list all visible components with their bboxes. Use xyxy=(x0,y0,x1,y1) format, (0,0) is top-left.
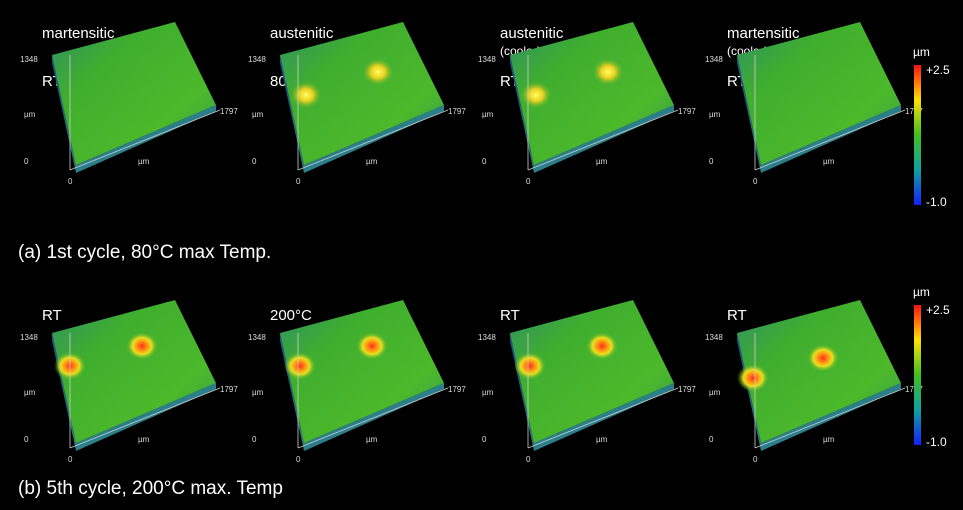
temperature-label: RT xyxy=(727,307,747,324)
y-origin-label: 0 xyxy=(24,435,29,444)
y-unit-label: µm xyxy=(24,388,36,397)
y-unit-label: µm xyxy=(709,110,721,119)
temperature-label: 200°C xyxy=(270,307,312,324)
bump xyxy=(290,81,322,109)
x-max-label: 1797 xyxy=(678,107,696,116)
surface-panel: 200°C 1348 µm 0 0 µm 1797 xyxy=(248,300,466,464)
bump xyxy=(520,81,552,109)
x-origin-label: 0 xyxy=(526,455,531,464)
x-unit-label: µm xyxy=(596,435,608,444)
y-max-label: 1348 xyxy=(478,55,496,64)
phase-label: austenitic xyxy=(500,25,564,42)
y-max-label: 1348 xyxy=(20,333,38,342)
x-origin-label: 0 xyxy=(753,455,758,464)
y-origin-label: 0 xyxy=(252,157,257,166)
phase-label: martensitic xyxy=(727,25,800,42)
temperature-label: RT xyxy=(500,307,520,324)
surface-panel: RT 1348 µm 0 0 µm 1797 xyxy=(20,300,238,464)
colorbar xyxy=(914,305,921,445)
colorbar-min: -1.0 xyxy=(926,195,947,209)
phase-label: austenitic xyxy=(270,25,334,42)
surface-panel: RT 1348 µm 0 0 µm 1797 xyxy=(478,300,696,464)
colorbar-unit: µm xyxy=(913,45,930,59)
caption: (a) 1st cycle, 80°C max Temp. xyxy=(18,242,271,263)
y-origin-label: 0 xyxy=(709,435,714,444)
x-origin-label: 0 xyxy=(526,177,531,186)
y-max-label: 1348 xyxy=(248,333,266,342)
y-max-label: 1348 xyxy=(248,55,266,64)
y-origin-label: 0 xyxy=(252,435,257,444)
x-max-label: 1797 xyxy=(448,107,466,116)
x-origin-label: 0 xyxy=(296,177,301,186)
x-unit-label: µm xyxy=(823,157,835,166)
x-origin-label: 0 xyxy=(753,177,758,186)
bump xyxy=(356,332,388,360)
y-unit-label: µm xyxy=(482,388,494,397)
x-unit-label: µm xyxy=(138,435,150,444)
y-origin-label: 0 xyxy=(482,157,487,166)
temperature-label: RT xyxy=(42,307,62,324)
x-unit-label: µm xyxy=(366,157,378,166)
y-unit-label: µm xyxy=(252,110,264,119)
x-origin-label: 0 xyxy=(68,177,73,186)
bump xyxy=(592,58,624,86)
bump xyxy=(126,332,158,360)
x-max-label: 1797 xyxy=(220,385,238,394)
caption: (b) 5th cycle, 200°C max. Temp xyxy=(18,478,283,499)
y-origin-label: 0 xyxy=(24,157,29,166)
phase-label: martensitic xyxy=(42,25,115,42)
x-unit-label: µm xyxy=(823,435,835,444)
bump xyxy=(362,58,394,86)
y-unit-label: µm xyxy=(252,388,264,397)
colorbar-unit: µm xyxy=(913,285,930,299)
figure: martensiticRT1348µm00µm1797austenitic80°… xyxy=(0,0,963,510)
bump xyxy=(737,364,769,392)
bump xyxy=(514,352,546,380)
x-origin-label: 0 xyxy=(296,455,301,464)
x-unit-label: µm xyxy=(366,435,378,444)
y-max-label: 1348 xyxy=(20,55,38,64)
x-max-label: 1797 xyxy=(678,385,696,394)
x-unit-label: µm xyxy=(138,157,150,166)
colorbar-max: +2.5 xyxy=(926,63,950,77)
surface-panel: martensitic(cooled: liquid nitrogen)RT13… xyxy=(705,22,923,186)
y-unit-label: µm xyxy=(24,110,36,119)
bump xyxy=(284,352,316,380)
y-max-label: 1348 xyxy=(705,55,723,64)
bump xyxy=(586,332,618,360)
colorbar-min: -1.0 xyxy=(926,435,947,449)
y-unit-label: µm xyxy=(482,110,494,119)
x-unit-label: µm xyxy=(596,157,608,166)
x-origin-label: 0 xyxy=(68,455,73,464)
y-max-label: 1348 xyxy=(705,333,723,342)
colorbar-max: +2.5 xyxy=(926,303,950,317)
bump xyxy=(807,344,839,372)
x-max-label: 1797 xyxy=(220,107,238,116)
y-origin-label: 0 xyxy=(709,157,714,166)
y-unit-label: µm xyxy=(709,388,721,397)
y-max-label: 1348 xyxy=(478,333,496,342)
x-max-label: 1797 xyxy=(448,385,466,394)
colorbar xyxy=(914,65,921,205)
y-origin-label: 0 xyxy=(482,435,487,444)
